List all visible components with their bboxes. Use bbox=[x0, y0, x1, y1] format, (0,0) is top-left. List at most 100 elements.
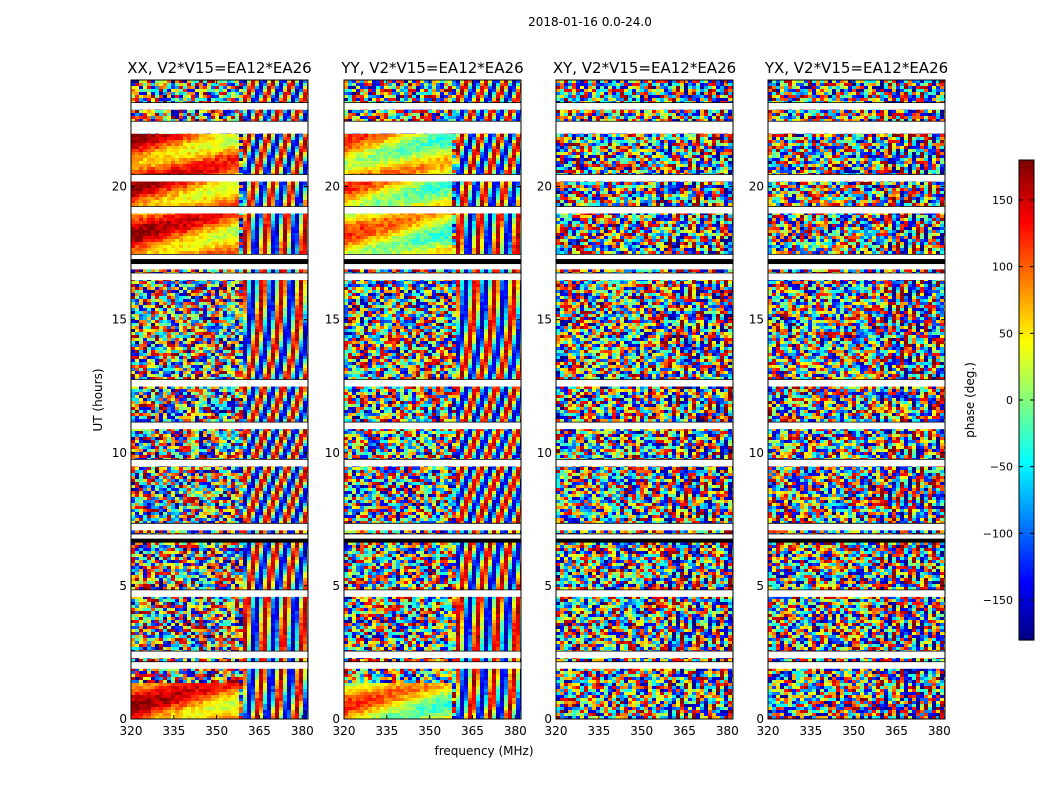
panel-xy: XY, V2*V15=EA12*EA26 320 335 350 365 380 0 5 10 1… bbox=[537, 59, 739, 738]
colorbar: 150 100 50 0 −50 −100 −150 bbox=[983, 159, 1035, 641]
colorbar-segment bbox=[1019, 492, 1034, 497]
x-tick-label: 335 bbox=[587, 724, 610, 738]
colorbar-segment bbox=[1019, 320, 1034, 325]
colorbar-segment bbox=[1019, 612, 1034, 617]
colorbar-segment bbox=[1019, 380, 1034, 385]
colorbar-segment bbox=[1019, 404, 1034, 409]
axes-frame bbox=[343, 79, 522, 720]
colorbar-segment bbox=[1019, 400, 1034, 405]
colorbar-segment bbox=[1019, 356, 1034, 361]
colorbar-segment bbox=[1019, 508, 1034, 513]
colorbar-segment bbox=[1019, 520, 1034, 525]
colorbar-segment bbox=[1019, 588, 1034, 593]
colorbar-segment bbox=[1019, 292, 1034, 297]
colorbar-segment bbox=[1019, 432, 1034, 437]
y-tick-label: 5 bbox=[332, 579, 340, 593]
y-tick-label: 10 bbox=[537, 446, 552, 460]
colorbar-segment bbox=[1019, 456, 1034, 461]
x-tick-label: 320 bbox=[757, 724, 780, 738]
axes-frame bbox=[767, 79, 946, 720]
y-tick-label: 20 bbox=[112, 180, 127, 194]
colorbar-segment bbox=[1019, 552, 1034, 557]
colorbar-tick-label: −50 bbox=[990, 461, 1013, 474]
colorbar-segment bbox=[1019, 452, 1034, 457]
axes-frame bbox=[555, 79, 734, 720]
x-tick-label: 335 bbox=[162, 724, 185, 738]
colorbar-segment bbox=[1019, 632, 1034, 637]
colorbar-segment bbox=[1019, 316, 1034, 321]
colorbar-segment bbox=[1019, 304, 1034, 309]
colorbar-segment bbox=[1019, 620, 1034, 625]
colorbar-segment bbox=[1019, 592, 1034, 597]
y-tick-label: 20 bbox=[325, 180, 340, 194]
colorbar-tick-label: 100 bbox=[992, 261, 1013, 274]
flagged-rows bbox=[344, 102, 521, 669]
colorbar-tick-label: 50 bbox=[999, 327, 1013, 340]
colorbar-segment bbox=[1019, 408, 1034, 413]
colorbar-segment bbox=[1019, 556, 1034, 561]
colorbar-segment bbox=[1019, 244, 1034, 249]
colorbar-tick-label: −150 bbox=[983, 594, 1013, 607]
colorbar-segment bbox=[1019, 480, 1034, 485]
colorbar-segment bbox=[1019, 188, 1034, 193]
colorbar-segment bbox=[1019, 500, 1034, 505]
colorbar-segment bbox=[1019, 384, 1034, 389]
colorbar-segment bbox=[1019, 344, 1034, 349]
phase-image-xy bbox=[556, 80, 733, 719]
colorbar-segment bbox=[1019, 464, 1034, 469]
colorbar-segment bbox=[1019, 272, 1034, 277]
colorbar-segment bbox=[1019, 420, 1034, 425]
x-tick-label: 335 bbox=[375, 724, 398, 738]
colorbar-segment bbox=[1019, 548, 1034, 553]
colorbar-segment bbox=[1019, 308, 1034, 313]
colorbar-segment bbox=[1019, 564, 1034, 569]
colorbar-segment bbox=[1019, 476, 1034, 481]
colorbar-segment bbox=[1019, 448, 1034, 453]
colorbar-segment bbox=[1019, 596, 1034, 601]
colorbar-segment bbox=[1019, 428, 1034, 433]
y-tick-label: 10 bbox=[325, 446, 340, 460]
colorbar-segment bbox=[1019, 528, 1034, 533]
colorbar-segment bbox=[1019, 164, 1034, 169]
flagged-rows bbox=[768, 102, 945, 669]
axes-frame bbox=[130, 79, 309, 720]
colorbar-segment bbox=[1019, 560, 1034, 565]
colorbar-segment bbox=[1019, 224, 1034, 229]
colorbar-segment bbox=[1019, 172, 1034, 177]
y-tick-label: 0 bbox=[332, 712, 340, 726]
colorbar-segment bbox=[1019, 200, 1034, 205]
x-tick-label: 350 bbox=[418, 724, 441, 738]
colorbar-segment bbox=[1019, 184, 1034, 189]
colorbar-segment bbox=[1019, 168, 1034, 173]
colorbar-segment bbox=[1019, 280, 1034, 285]
colorbar-segment bbox=[1019, 300, 1034, 305]
y-tick-label: 20 bbox=[749, 180, 764, 194]
panel-yy: YY, V2*V15=EA12*EA26 320 335 350 365 380 0 5 10 1… bbox=[325, 59, 527, 738]
x-tick-label: 380 bbox=[291, 724, 314, 738]
colorbar-segment bbox=[1019, 260, 1034, 265]
colorbar-segment bbox=[1019, 276, 1034, 281]
colorbar-segment bbox=[1019, 288, 1034, 293]
colorbar-segment bbox=[1019, 196, 1034, 201]
colorbar-segment bbox=[1019, 580, 1034, 585]
colorbar-segment bbox=[1019, 180, 1034, 185]
panels-layer: XX, V2*V15=EA12*EA26 320 335 350 365 380 0 5 10 1… bbox=[112, 59, 951, 738]
colorbar-segment bbox=[1019, 540, 1034, 545]
x-tick-label: 365 bbox=[673, 724, 696, 738]
panel-title: YY, V2*V15=EA12*EA26 bbox=[340, 59, 523, 77]
colorbar-segment bbox=[1019, 284, 1034, 289]
colorbar-tick-label: 150 bbox=[992, 194, 1013, 207]
y-tick-label: 0 bbox=[544, 712, 552, 726]
colorbar-segment bbox=[1019, 524, 1034, 529]
colorbar-segment bbox=[1019, 436, 1034, 441]
colorbar-segment bbox=[1019, 616, 1034, 621]
colorbar-segment bbox=[1019, 212, 1034, 217]
colorbar-segment bbox=[1019, 496, 1034, 501]
colorbar-segment bbox=[1019, 544, 1034, 549]
colorbar-segment bbox=[1019, 160, 1034, 165]
panel-xx: XX, V2*V15=EA12*EA26 320 335 350 365 380 0 5 10 1… bbox=[112, 59, 314, 738]
x-tick-label: 380 bbox=[716, 724, 739, 738]
colorbar-segment bbox=[1019, 608, 1034, 613]
colorbar-segment bbox=[1019, 360, 1034, 365]
